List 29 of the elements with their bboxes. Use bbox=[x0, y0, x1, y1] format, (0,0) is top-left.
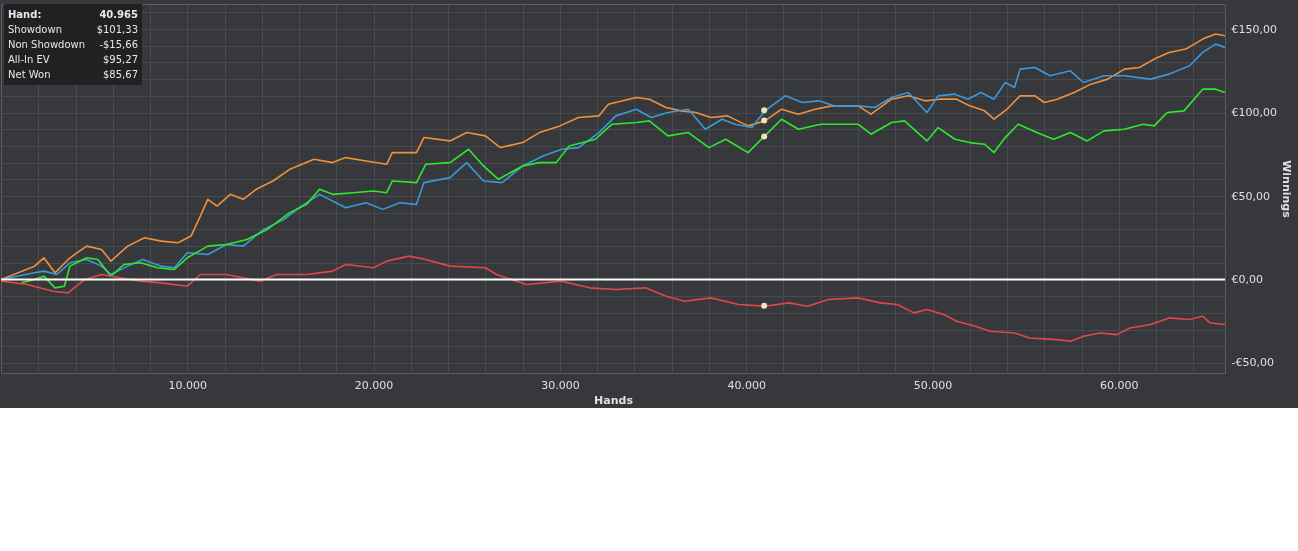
y-tick-label: €150,00 bbox=[1231, 22, 1277, 36]
line-series bbox=[20, 88, 1225, 289]
annotation: $95,27 bbox=[103, 53, 138, 67]
annotation: 40.965 bbox=[99, 8, 138, 22]
annotation: Non Showdown bbox=[8, 38, 86, 52]
point bbox=[761, 107, 768, 114]
annotation: -$15,66 bbox=[99, 38, 138, 52]
annotation: $101,33 bbox=[96, 23, 138, 37]
annotation: Hand: bbox=[8, 8, 42, 22]
point bbox=[761, 133, 768, 140]
annotation: $85,67 bbox=[103, 68, 138, 82]
line-series bbox=[1, 255, 1225, 343]
x-tick-label: 60.000 bbox=[1100, 378, 1139, 392]
x-axis-title: Hands bbox=[594, 393, 634, 407]
y-tick-label: -€50,00 bbox=[1231, 356, 1274, 370]
x-tick-label: 30.000 bbox=[541, 378, 580, 392]
x-tick-label: 20.000 bbox=[354, 378, 394, 392]
point bbox=[761, 302, 768, 309]
annotation: Net Won bbox=[8, 68, 51, 82]
annotation: All-In EV bbox=[8, 53, 50, 67]
x-tick-label: 10.000 bbox=[168, 378, 208, 392]
x-tick-label: 40.000 bbox=[727, 378, 766, 392]
y-axis-title: Winnings bbox=[1279, 160, 1293, 219]
y-tick-label: €50,00 bbox=[1231, 189, 1270, 203]
x-tick-label: 50.000 bbox=[913, 378, 953, 392]
y-tick-label: €0,00 bbox=[1231, 273, 1263, 286]
annotation: Showdown bbox=[8, 23, 62, 37]
point bbox=[761, 117, 768, 124]
y-tick-label: €100,00 bbox=[1231, 106, 1277, 120]
